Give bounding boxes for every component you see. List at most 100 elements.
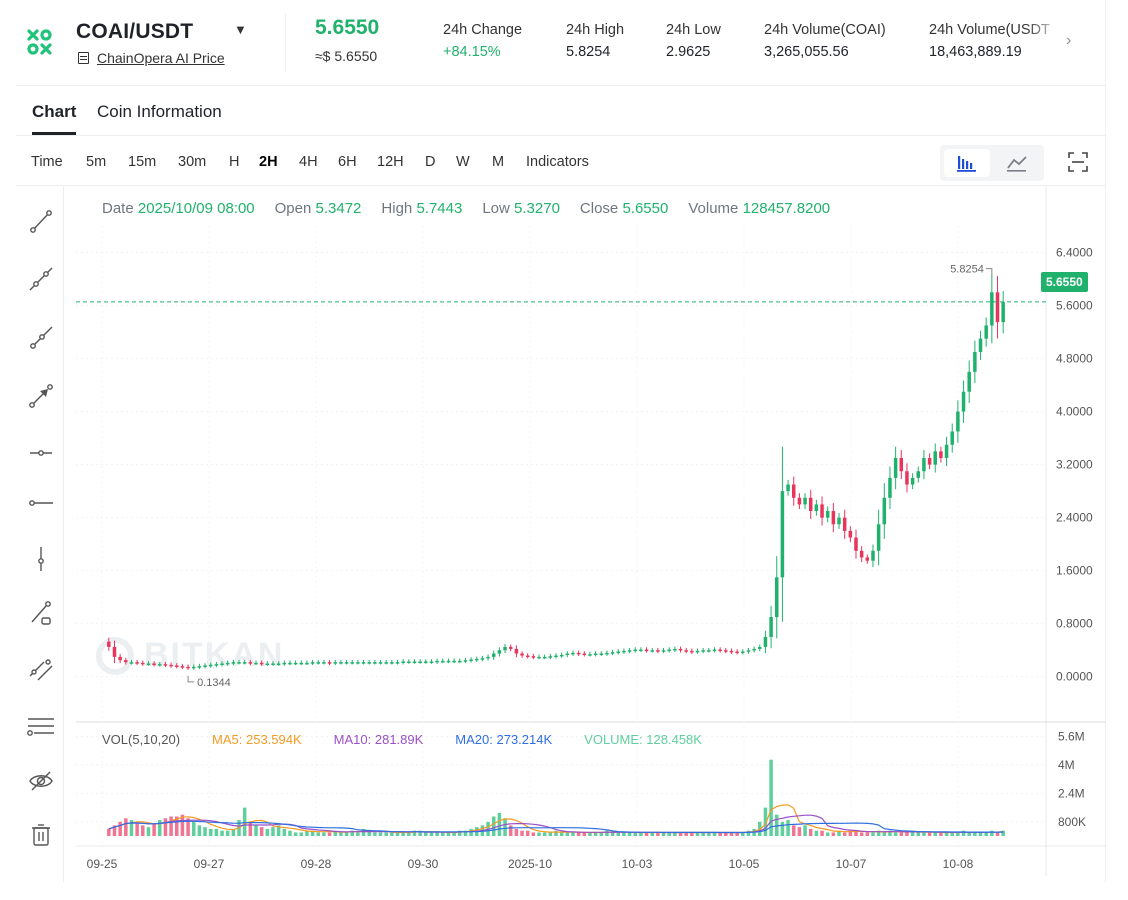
candlestick-chart-button[interactable] [944, 149, 990, 177]
fibonacci-icon[interactable] [24, 710, 58, 744]
volume-bar [712, 832, 717, 836]
candle-body [967, 371, 971, 392]
volume-bar [842, 832, 847, 836]
interval-15m[interactable]: 15m [128, 154, 157, 170]
price-axis-label: 2.4000 [1056, 511, 1093, 525]
candle-body [882, 497, 887, 525]
volume-bar [973, 832, 977, 836]
price-axis-label: 5.6000 [1056, 299, 1093, 313]
candle-body [514, 648, 519, 654]
chevron-down-icon[interactable]: ▼ [234, 22, 247, 37]
candle-body [407, 661, 411, 663]
interval-4h[interactable]: 4H [299, 154, 318, 170]
candle-body [769, 617, 773, 637]
interval-2h[interactable]: 2H [259, 154, 278, 170]
hide-drawings-icon[interactable] [24, 764, 58, 798]
stat-label: 24h Low [666, 22, 721, 38]
interval-5m[interactable]: 5m [86, 154, 107, 170]
arrow-line-icon[interactable] [24, 378, 58, 412]
volume-bar [361, 828, 366, 836]
volume-bar [186, 818, 190, 836]
volume-bar [729, 832, 734, 836]
volume-bar [707, 832, 711, 836]
candle-body [350, 662, 354, 664]
volume-bar [118, 821, 122, 836]
ticker-header: COAI/USDT ▼ ChainOpera AI Price 5.6550 ≈… [16, 0, 1106, 86]
coin-price-link[interactable]: ChainOpera AI Price [78, 50, 225, 66]
interval-d[interactable]: D [425, 154, 436, 170]
candle-body [163, 664, 168, 666]
tab-coin-information[interactable]: Coin Information [97, 102, 222, 121]
vertical-line-icon[interactable] [24, 542, 58, 576]
fullscreen-icon[interactable] [1066, 150, 1090, 174]
candle-body [129, 662, 134, 664]
candle-body [542, 656, 547, 659]
ohlc-readout: Date 2025/10/09 08:00 Open 5.3472 High 5… [102, 200, 830, 217]
parallel-channel-icon[interactable] [24, 652, 58, 686]
volume-bar [429, 832, 434, 836]
candle-body [152, 663, 156, 665]
bitkan-watermark: BITKAN [96, 636, 284, 675]
time-axis-label: 2025-10 [508, 857, 552, 871]
price-axis-label: 4.8000 [1056, 352, 1093, 366]
candle-body [956, 411, 960, 432]
indicators-button[interactable]: Indicators [526, 154, 589, 170]
volume-bar [667, 832, 671, 836]
volume-bar [310, 830, 315, 836]
chart-panel: COAI/USDT ▼ ChainOpera AI Price 5.6550 ≈… [16, 0, 1106, 882]
ray-line-icon[interactable] [24, 320, 58, 354]
interval-30m[interactable]: 30m [178, 154, 207, 170]
candle-body [271, 663, 275, 665]
candle-body [916, 471, 921, 478]
candle-body [401, 661, 405, 663]
interval-12h[interactable]: 12H [377, 154, 404, 170]
line-chart-button[interactable] [994, 149, 1040, 177]
volume-legend: VOL(5,10,20) MA5: 253.594K MA10: 281.89K… [102, 732, 702, 747]
candle-body [876, 524, 881, 551]
candle-body [220, 663, 224, 665]
interval-m[interactable]: M [492, 154, 505, 170]
horizontal-ray-icon[interactable] [24, 436, 58, 470]
volume-bar [225, 830, 230, 836]
price-axis-label: 3.2000 [1056, 458, 1093, 472]
volume-bar [322, 832, 326, 836]
interval-time[interactable]: Time [31, 154, 63, 170]
price-line-icon[interactable] [24, 596, 58, 630]
candle-body [361, 662, 366, 664]
candle-body [644, 649, 649, 652]
candle-body [899, 458, 904, 472]
volume-bar [990, 830, 994, 836]
candle-body [299, 662, 304, 665]
candle-body [582, 653, 587, 656]
candle-body [893, 458, 898, 478]
chevron-right-icon[interactable]: › [1066, 32, 1072, 49]
candle-body [576, 652, 581, 655]
candle-body [758, 646, 762, 649]
volume-bar [265, 828, 270, 836]
volume-bar [395, 832, 400, 836]
candle-body [910, 477, 915, 485]
pair-name[interactable]: COAI/USDT [76, 20, 194, 43]
candle-body [746, 650, 751, 652]
horizontal-line-icon[interactable] [24, 486, 58, 520]
candle-body [695, 650, 700, 653]
volume-bar [129, 820, 134, 836]
stat-label: 24h Volume(USDT [929, 22, 1050, 38]
coin-price-link-text[interactable]: ChainOpera AI Price [97, 50, 225, 66]
tab-chart[interactable]: Chart [32, 102, 77, 121]
volume-bar [967, 832, 971, 836]
price-chart[interactable]: BITKAN 6.4000 5.6000 4.8000 4.0000 3.2000 2.4… [76, 186, 1106, 882]
trend-line-icon[interactable] [24, 204, 58, 238]
volume-bar [791, 825, 796, 836]
interval-h[interactable]: H [229, 154, 240, 170]
volume-bar [367, 830, 371, 836]
extended-line-icon[interactable] [24, 262, 58, 296]
candle-body [435, 660, 439, 663]
interval-6h[interactable]: 6H [338, 154, 357, 170]
volume-bar [531, 832, 536, 836]
volume-bar [820, 830, 824, 836]
interval-w[interactable]: W [456, 154, 470, 170]
candle-body [124, 660, 128, 663]
candle-body [622, 650, 626, 653]
delete-drawings-icon[interactable] [24, 818, 58, 852]
